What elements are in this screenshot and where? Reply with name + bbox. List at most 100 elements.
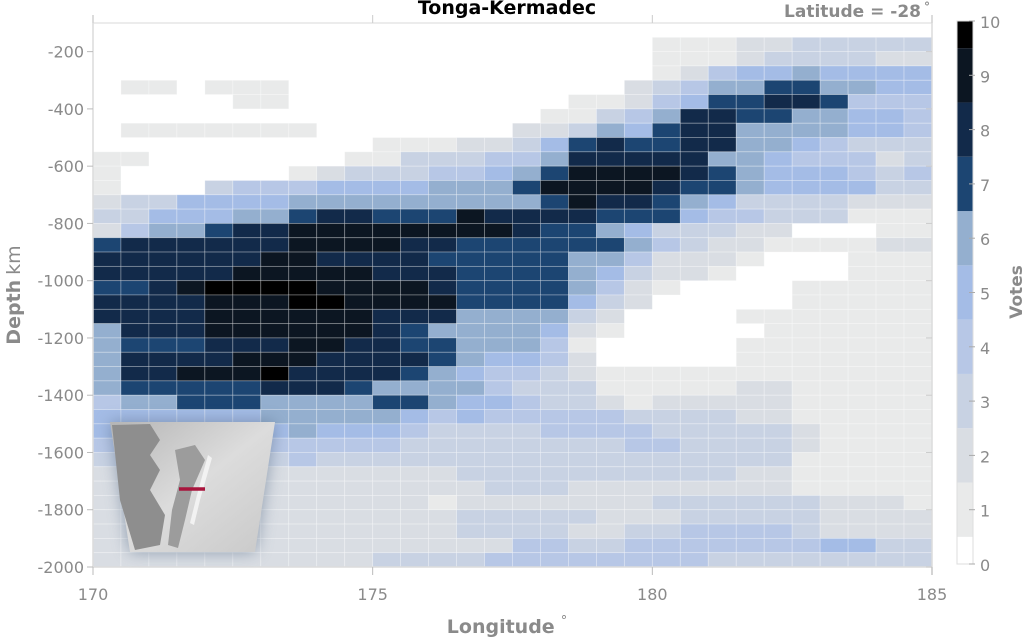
heatmap-cell [204,79,234,95]
heatmap-cell [456,280,485,296]
heatmap-cell [512,380,541,396]
heatmap-cell [791,452,821,468]
heatmap-cell [623,251,653,267]
heatmap-cell [288,294,318,310]
heatmap-cell [372,323,402,339]
heatmap-cell [92,265,122,282]
heatmap-cell [540,137,569,153]
heatmap-cell [791,466,821,482]
heatmap-cell [512,466,541,482]
heatmap-cell [903,351,933,367]
heatmap-cell [92,380,122,396]
heatmap-cell [400,294,429,310]
heatmap-cell [568,122,597,138]
heatmap-cell [344,394,374,410]
heatmap-cell [763,452,793,468]
heatmap-cell [735,480,765,496]
heatmap-cell [428,251,457,267]
heatmap-cell [903,137,933,153]
heatmap-cell [679,223,709,239]
heatmap-cell [623,380,653,396]
heatmap-cell [679,151,709,167]
heatmap-cell [540,523,569,539]
heatmap-cell [92,180,122,196]
heatmap-cell [651,495,681,511]
heatmap-cell [679,466,709,482]
heatmap-cell [316,509,346,525]
heatmap-cell [903,208,933,224]
heatmap-cell [651,480,681,496]
heatmap-cell [735,251,765,267]
heatmap-cell [204,409,234,425]
heatmap-cell [204,280,234,296]
heatmap-cell [484,251,513,267]
heatmap-cell [92,509,122,525]
heatmap-cell [791,280,821,296]
heatmap-cell [875,36,905,53]
heatmap-cell [260,351,290,367]
heatmap-cell [903,122,933,138]
heatmap-cell [232,251,262,267]
heatmap-cell [120,194,150,210]
colorbar: 0 1 2 3 4 5 6 7 8 9 10 [956,13,1000,575]
heatmap-cell [791,509,821,525]
heatmap-cell [623,437,653,453]
heatmap-cell [568,94,597,110]
heatmap-cell [847,380,877,396]
heatmap-cell [623,366,653,382]
heatmap-cell [707,108,737,124]
heatmap-cell [763,423,793,439]
heatmap-cell [568,423,597,439]
heatmap-cell [456,294,485,310]
heatmap-cell [484,223,513,239]
heatmap-cell [260,323,290,339]
heatmap-cell [651,452,681,468]
heatmap-cell [92,351,122,367]
heatmap-cell [540,151,569,167]
heatmap-cell [512,509,541,525]
heatmap-cell [819,94,849,110]
heatmap-cell [260,366,290,382]
heatmap-cell [903,294,933,310]
heatmap-cell [344,366,374,382]
heatmap-cell [288,308,318,325]
heatmap-cell [903,280,933,296]
heatmap-cell [344,337,374,353]
heatmap-cell [540,237,569,253]
x-axis-title: Longitude [447,616,555,638]
heatmap-cell [316,280,346,296]
heatmap-cell [819,437,849,453]
heatmap-cell [623,94,653,110]
heatmap-cell [316,208,346,224]
heatmap-cell [651,108,681,124]
heatmap-cell [791,137,821,153]
heatmap-cell [763,223,793,239]
heatmap-cell [400,423,429,439]
heatmap-cell [400,380,429,396]
heatmap-cell [260,94,290,110]
heatmap-cell [651,523,681,539]
heatmap-cell [232,337,262,353]
heatmap-cell [651,122,681,138]
heatmap-cell [400,452,429,468]
heatmap-cell [903,265,933,282]
heatmap-cell [903,94,933,110]
heatmap-cell [92,208,122,224]
heatmap-cell [484,394,513,410]
heatmap-cell [651,36,681,53]
heatmap-cell [763,308,793,325]
heatmap-cell [288,208,318,224]
heatmap-cell [176,237,206,253]
heatmap-cell [707,194,737,210]
heatmap-cell [791,94,821,110]
heatmap-cell [903,165,933,181]
heatmap-cell [372,452,402,468]
heatmap-cell [120,265,150,282]
heatmap-cell [596,280,625,296]
heatmap-cell [484,280,513,296]
heatmap-cell [120,308,150,325]
heatmap-cell [176,308,206,325]
heatmap-cell [791,437,821,453]
heatmap-cell [92,537,122,554]
heatmap-cell [875,194,905,210]
